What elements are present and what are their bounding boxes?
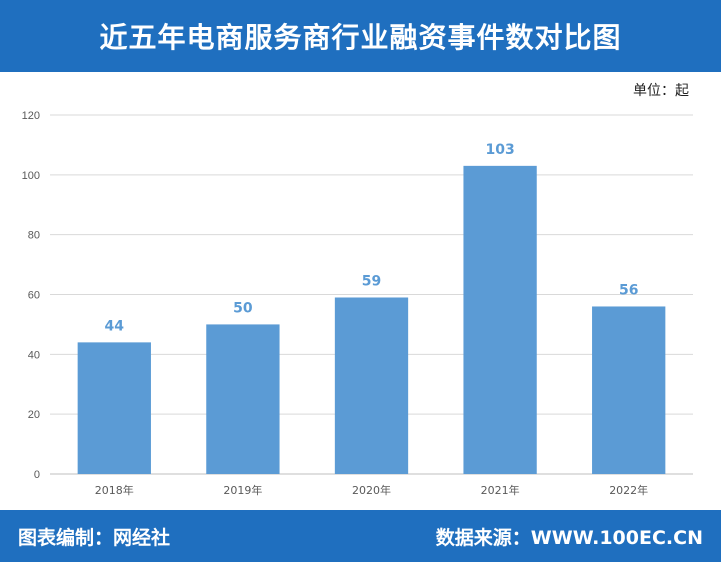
data-label: 103	[485, 142, 514, 158]
x-tick-label: 2020年	[352, 483, 391, 497]
bar	[592, 306, 666, 474]
bar	[463, 165, 537, 474]
bar	[77, 342, 151, 474]
y-tick-label: 80	[28, 230, 40, 242]
chart-title: 近五年电商服务商行业融资事件数对比图	[99, 21, 622, 54]
chart-header: 近五年电商服务商行业融资事件数对比图	[0, 0, 721, 72]
y-tick-label: 40	[28, 349, 40, 361]
x-tick-label: 2018年	[95, 483, 134, 497]
bar-chart: 0 20 40 60 80 100 120 44 2018年 50 2019年 59 2020年 103 2…	[22, 110, 693, 497]
data-label: 50	[233, 300, 253, 316]
bar	[334, 297, 409, 474]
y-tick-label: 20	[28, 409, 40, 421]
data-label: 56	[619, 282, 638, 298]
y-tick-label: 120	[22, 110, 40, 122]
footer-credit: 图表编制：网经社	[18, 526, 171, 549]
y-tick-label: 0	[34, 469, 40, 481]
y-tick-label: 60	[28, 290, 40, 302]
chart-footer: 图表编制：网经社 数据来源：WWW.100EC.CN	[0, 510, 721, 562]
data-label: 44	[105, 318, 125, 334]
unit-label: 单位：起	[633, 83, 689, 99]
bar	[206, 324, 280, 474]
x-tick-label: 2019年	[223, 483, 262, 497]
x-tick-label: 2022年	[609, 483, 648, 497]
y-tick-label: 100	[22, 170, 40, 182]
x-tick-label: 2021年	[481, 483, 520, 497]
data-label: 59	[362, 273, 381, 289]
footer-source: 数据来源：WWW.100EC.CN	[435, 526, 703, 549]
